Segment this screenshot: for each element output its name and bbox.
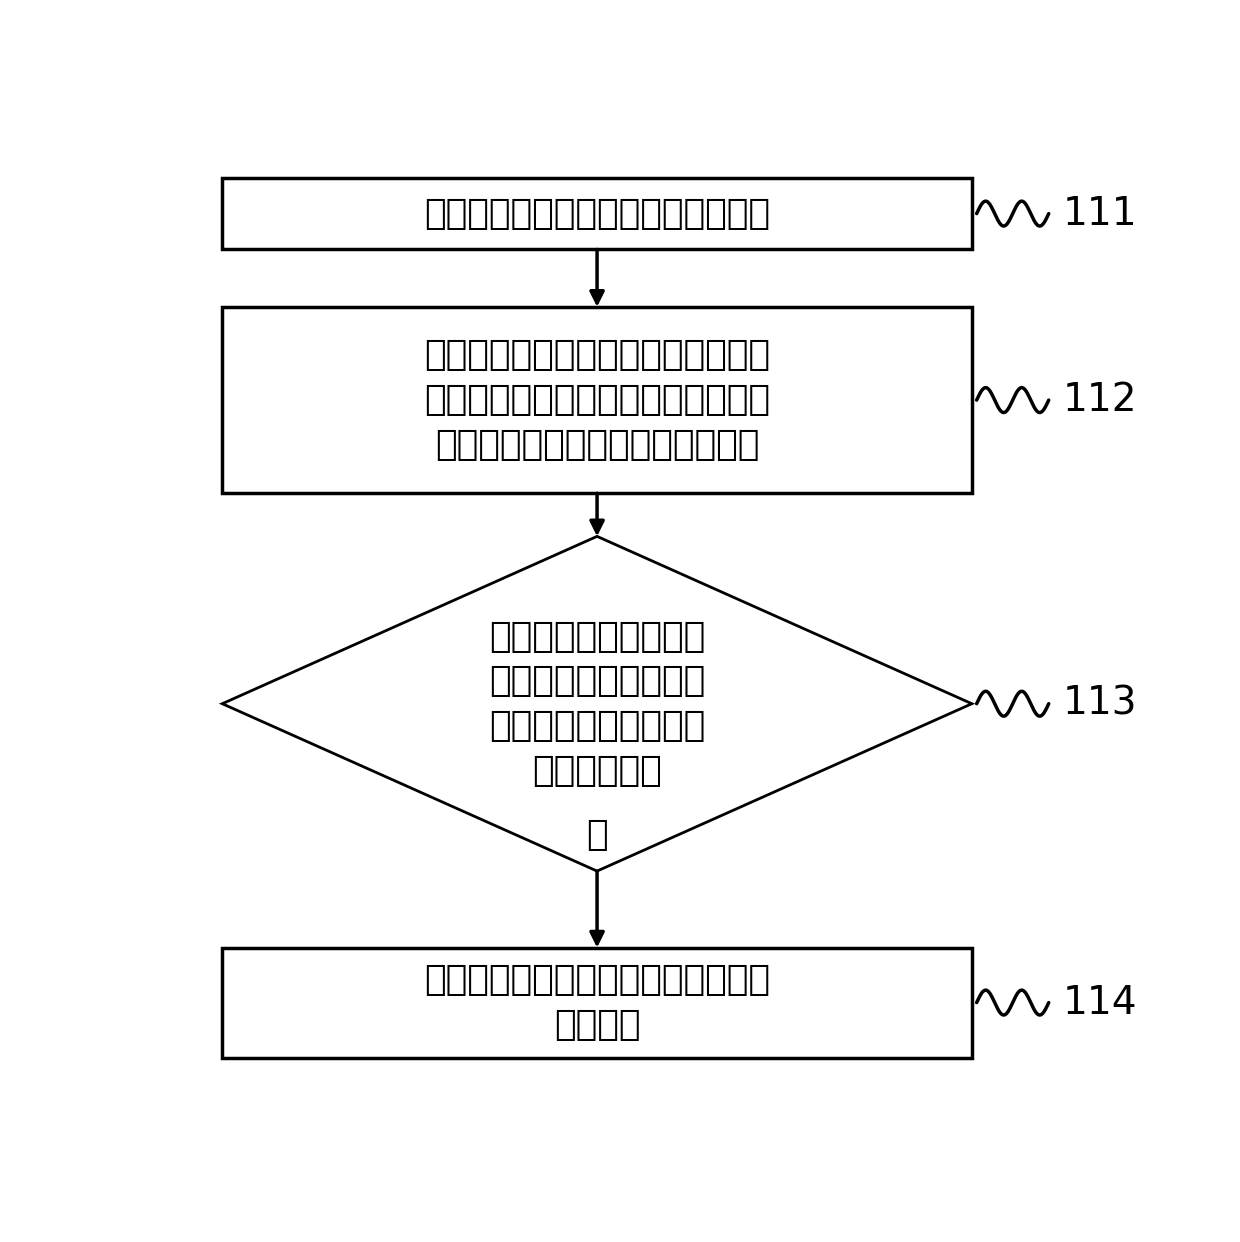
Polygon shape [222, 537, 972, 871]
Bar [222, 948, 972, 1058]
Text: 判断是否接收到单踏板
开关处于使能状态时用
户对单踏板开关进行操
作的处理信号: 判断是否接收到单踏板 开关处于使能状态时用 户对单踏板开关进行操 作的处理信号 [489, 620, 706, 787]
Text: 是: 是 [587, 818, 608, 852]
Bar [222, 178, 972, 250]
Text: 113: 113 [1063, 684, 1137, 723]
Text: 114: 114 [1063, 984, 1137, 1022]
Text: 获取汽车的当前挡位和制动踏板开度: 获取汽车的当前挡位和制动踏板开度 [424, 196, 770, 231]
Text: 确定汽车的单踏板开关的工作状态为
开启状态: 确定汽车的单踏板开关的工作状态为 开启状态 [424, 964, 770, 1042]
Bar [222, 307, 972, 493]
Text: 112: 112 [1063, 381, 1137, 419]
Text: 111: 111 [1063, 195, 1138, 232]
Text: 在汽车的当前挡位为预定挡位且所述
制动踏板开度大于预设开度值时，确
定汽车的单踏板开关处于使能状态: 在汽车的当前挡位为预定挡位且所述 制动踏板开度大于预设开度值时，确 定汽车的单踏… [424, 338, 770, 462]
